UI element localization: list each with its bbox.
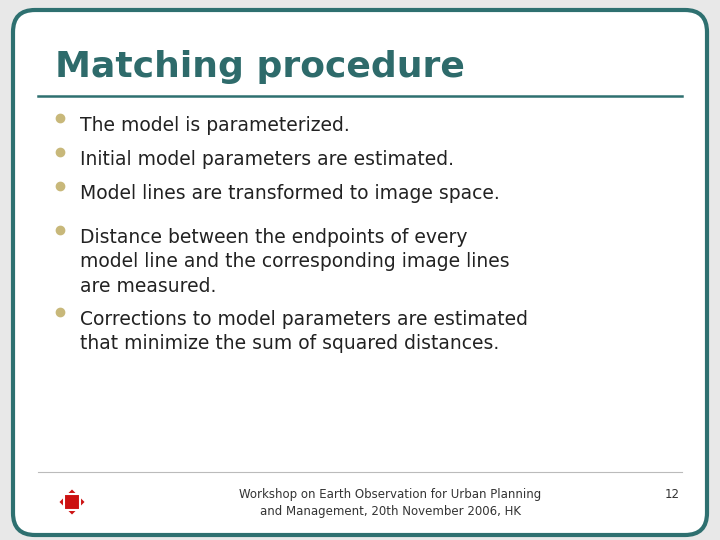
Text: The model is parameterized.: The model is parameterized.	[80, 116, 350, 135]
Text: Model lines are transformed to image space.: Model lines are transformed to image spa…	[80, 184, 500, 203]
Text: Distance between the endpoints of every
model line and the corresponding image l: Distance between the endpoints of every …	[80, 228, 510, 295]
Polygon shape	[63, 494, 81, 510]
Text: 12: 12	[665, 488, 680, 501]
Text: Initial model parameters are estimated.: Initial model parameters are estimated.	[80, 150, 454, 169]
Polygon shape	[58, 488, 86, 516]
Text: Corrections to model parameters are estimated
that minimize the sum of squared d: Corrections to model parameters are esti…	[80, 310, 528, 353]
Text: Matching procedure: Matching procedure	[55, 50, 465, 84]
Text: Workshop on Earth Observation for Urban Planning
and Management, 20th November 2: Workshop on Earth Observation for Urban …	[239, 488, 541, 518]
FancyBboxPatch shape	[13, 10, 707, 535]
